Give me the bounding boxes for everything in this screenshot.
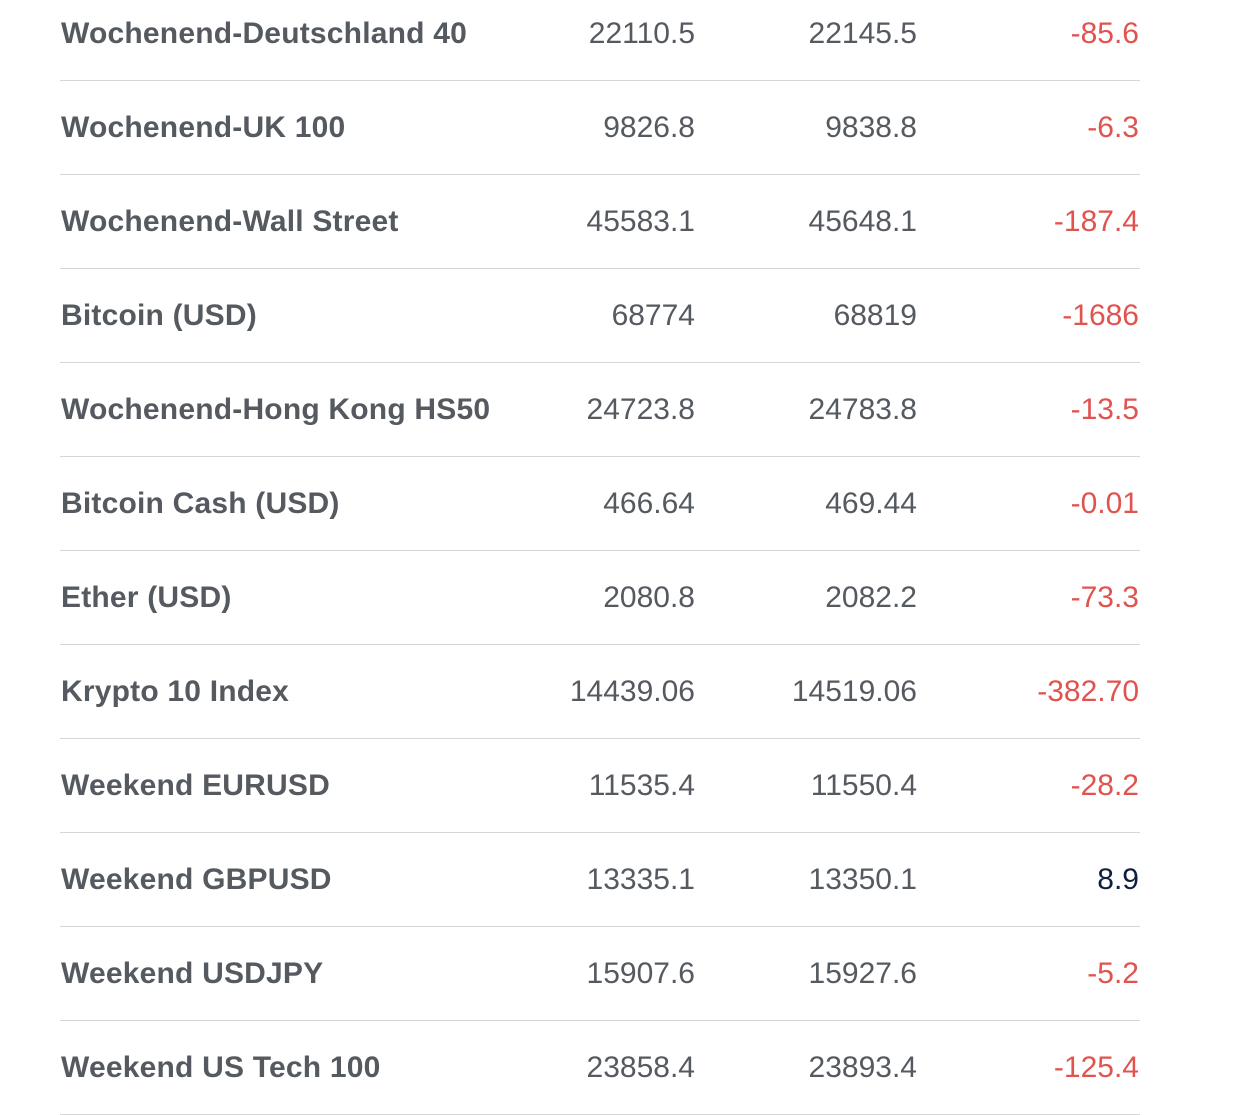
- sell-price: 11535.4: [588, 769, 695, 802]
- instrument-name[interactable]: Weekend EURUSD: [61, 769, 330, 802]
- table-row[interactable]: Bitcoin Cash (USD) 466.64 469.44 -0.01: [60, 457, 1140, 551]
- sell-price: 15907.6: [586, 957, 695, 990]
- table-row[interactable]: Weekend GBPUSD 13335.1 13350.1 8.9: [60, 833, 1140, 927]
- change-value: -13.5: [1070, 393, 1139, 426]
- change-value: -85.6: [1070, 17, 1139, 50]
- change-value: -125.4: [1053, 1051, 1139, 1084]
- change-value: -187.4: [1053, 205, 1139, 238]
- change-value: -382.70: [1037, 675, 1139, 708]
- table-row[interactable]: Ether (USD) 2080.8 2082.2 -73.3: [60, 551, 1140, 645]
- instrument-name[interactable]: Wochenend-Hong Kong HS50: [61, 393, 491, 426]
- change-value: -28.2: [1070, 769, 1139, 802]
- change-value: 8.9: [1097, 863, 1139, 896]
- table-row[interactable]: Weekend US Tech 100 23858.4 23893.4 -125.4: [60, 1021, 1140, 1115]
- table-row[interactable]: Weekend USDJPY 15907.6 15927.6 -5.2: [60, 927, 1140, 1021]
- buy-price: 9838.8: [825, 111, 917, 144]
- sell-price: 466.64: [603, 487, 695, 520]
- buy-price: 23893.4: [808, 1051, 917, 1084]
- instrument-name[interactable]: Bitcoin Cash (USD): [61, 487, 340, 520]
- change-value: -1686: [1062, 299, 1139, 332]
- change-value: -5.2: [1087, 957, 1139, 990]
- market-prices-table: Wochenend-Deutschland 40 22110.5 22145.5 -8…: [60, 0, 1140, 1115]
- table-row[interactable]: Wochenend-Hong Kong HS50 24723.8 24783.8 -1…: [60, 363, 1140, 457]
- table-row[interactable]: Krypto 10 Index 14439.06 14519.06 -382.70: [60, 645, 1140, 739]
- sell-price: 14439.06: [569, 675, 695, 708]
- change-value: -0.01: [1070, 487, 1139, 520]
- table-row[interactable]: Wochenend-UK 100 9826.8 9838.8 -6.3: [60, 81, 1140, 175]
- table-row[interactable]: Weekend EURUSD 11535.4 11550.4 -28.2: [60, 739, 1140, 833]
- table-row[interactable]: Bitcoin (USD) 68774 68819 -1686: [60, 269, 1140, 363]
- table-row[interactable]: Wochenend-Wall Street 45583.1 45648.1 -187.…: [60, 175, 1140, 269]
- buy-price: 13350.1: [808, 863, 917, 896]
- buy-price: 11550.4: [810, 769, 917, 802]
- buy-price: 14519.06: [791, 675, 917, 708]
- instrument-name[interactable]: Wochenend-Wall Street: [61, 205, 399, 238]
- sell-price: 13335.1: [586, 863, 695, 896]
- table-row[interactable]: Wochenend-Deutschland 40 22110.5 22145.5 -8…: [60, 0, 1140, 81]
- buy-price: 68819: [833, 299, 917, 332]
- instrument-name[interactable]: Ether (USD): [61, 581, 232, 614]
- sell-price: 45583.1: [586, 205, 695, 238]
- sell-price: 22110.5: [588, 17, 695, 50]
- sell-price: 68774: [611, 299, 695, 332]
- buy-price: 45648.1: [808, 205, 917, 238]
- buy-price: 15927.6: [808, 957, 917, 990]
- instrument-name[interactable]: Wochenend-UK 100: [61, 111, 346, 144]
- buy-price: 2082.2: [825, 581, 917, 614]
- instrument-name[interactable]: Wochenend-Deutschland 40: [61, 17, 467, 50]
- buy-price: 22145.5: [808, 17, 917, 50]
- instrument-name[interactable]: Bitcoin (USD): [61, 299, 257, 332]
- instrument-name[interactable]: Weekend US Tech 100: [61, 1051, 381, 1084]
- buy-price: 469.44: [825, 487, 917, 520]
- sell-price: 24723.8: [586, 393, 695, 426]
- change-value: -6.3: [1087, 111, 1139, 144]
- change-value: -73.3: [1070, 581, 1139, 614]
- instrument-name[interactable]: Weekend GBPUSD: [61, 863, 332, 896]
- instrument-name[interactable]: Krypto 10 Index: [61, 675, 290, 708]
- sell-price: 2080.8: [603, 581, 695, 614]
- buy-price: 24783.8: [808, 393, 917, 426]
- sell-price: 23858.4: [586, 1051, 695, 1084]
- sell-price: 9826.8: [603, 111, 695, 144]
- instrument-name[interactable]: Weekend USDJPY: [61, 957, 324, 990]
